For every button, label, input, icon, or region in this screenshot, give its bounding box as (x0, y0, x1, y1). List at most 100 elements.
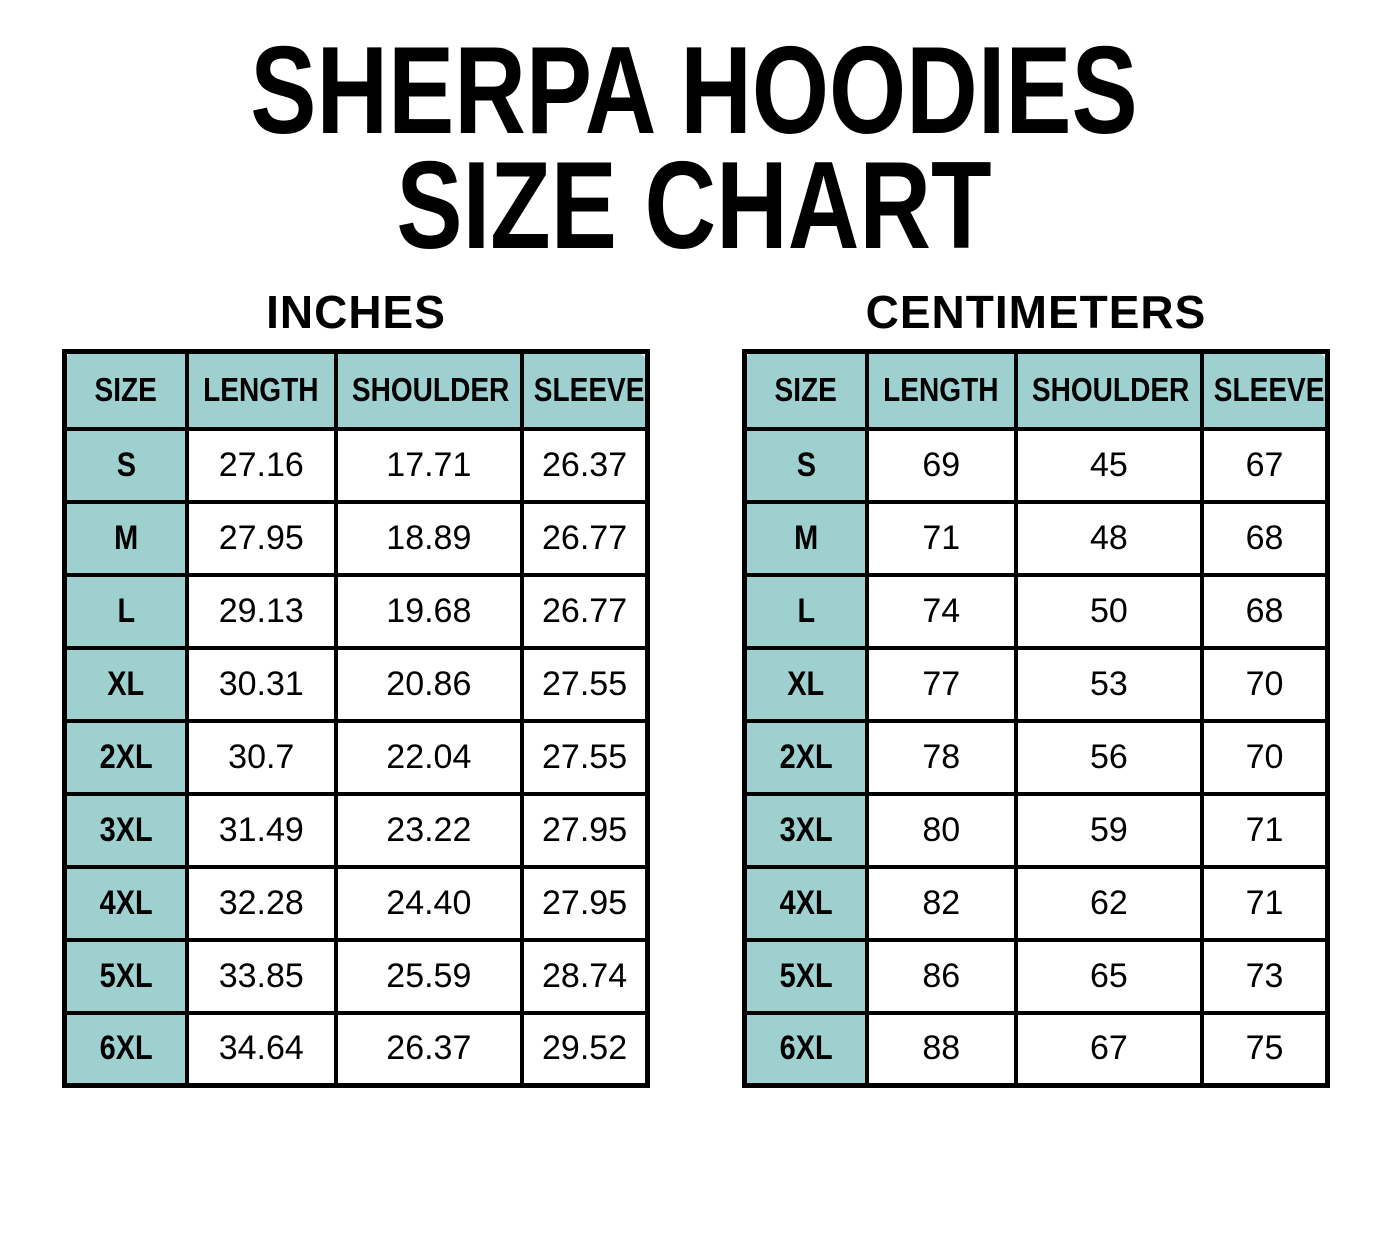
measurement-value: 88 (864, 1010, 1018, 1088)
column-header-shoulder: SHOULDER (333, 349, 525, 431)
measurement-value: 50 (1013, 572, 1205, 650)
column-header-length: LENGTH (864, 349, 1018, 431)
size-label: 2XL (62, 718, 189, 796)
size-label-text: XL (107, 664, 145, 703)
table-row: XL 77 53 70 (742, 645, 1330, 723)
column-header-label: SLEEVE (533, 371, 645, 409)
measurement-value: 27.55 (520, 645, 650, 723)
size-label-text: S (116, 445, 136, 484)
column-header-shoulder: SHOULDER (1013, 349, 1205, 431)
measurement-value: 23.22 (333, 791, 525, 869)
table-row: 5XL 33.85 25.59 28.74 (62, 937, 650, 1015)
size-chart-page: SHERPA HOODIES SIZE CHART INCHES SIZE LEN… (0, 22, 1388, 1234)
table-row: 4XL 32.28 24.40 27.95 (62, 864, 650, 942)
measurement-value: 62 (1013, 864, 1205, 942)
column-header-length: LENGTH (184, 349, 338, 431)
measurement-value: 82 (864, 864, 1018, 942)
measurement-value: 68 (1200, 572, 1330, 650)
size-label: 5XL (742, 937, 869, 1015)
size-label-text: 5XL (99, 956, 153, 995)
measurement-value: 48 (1013, 499, 1205, 577)
size-label: 3XL (742, 791, 869, 869)
measurement-value: 28.74 (520, 937, 650, 1015)
size-label-text: M (113, 518, 139, 557)
measurement-value: 29.52 (520, 1010, 650, 1088)
table-header: SIZE LENGTH SHOULDER SLEEVE (62, 349, 650, 431)
column-header-sleeve: SLEEVE (1200, 349, 1330, 431)
measurement-value: 33.85 (184, 937, 338, 1015)
size-label: 6XL (62, 1010, 189, 1088)
column-header-size: SIZE (742, 349, 869, 431)
size-label: 6XL (742, 1010, 869, 1088)
size-label-text: S (796, 445, 816, 484)
table-row: 6XL 88 67 75 (742, 1010, 1330, 1088)
measurement-value: 67 (1013, 1010, 1205, 1088)
size-label: M (742, 499, 869, 577)
size-label: XL (62, 645, 189, 723)
column-header-label: SLEEVE (1213, 371, 1325, 409)
measurement-value: 19.68 (333, 572, 525, 650)
measurement-value: 53 (1013, 645, 1205, 723)
table-row: 3XL 80 59 71 (742, 791, 1330, 869)
measurement-value: 75 (1200, 1010, 1330, 1088)
size-label-text: 6XL (99, 1029, 153, 1068)
measurement-value: 32.28 (184, 864, 338, 942)
inches-size-table: SIZE LENGTH SHOULDER SLEEVE S 27.16 17.71 26.37… (62, 349, 650, 1089)
measurement-value: 27.16 (184, 426, 338, 504)
measurement-value: 34.64 (184, 1010, 338, 1088)
centimeters-size-table: SIZE LENGTH SHOULDER SLEEVE S 69 45 67 M 71 48 68 L 7… (742, 349, 1330, 1089)
size-label-text: 2XL (99, 737, 153, 776)
column-header-sleeve: SLEEVE (520, 349, 650, 431)
measurement-value: 65 (1013, 937, 1205, 1015)
title-line-1: SHERPA HOODIES (250, 22, 1138, 160)
measurement-value: 70 (1200, 718, 1330, 796)
measurement-value: 67 (1200, 426, 1330, 504)
table-row: XL 30.31 20.86 27.55 (62, 645, 650, 723)
size-label-text: 3XL (99, 810, 153, 849)
measurement-value: 68 (1200, 499, 1330, 577)
title-line-2: SIZE CHART (396, 137, 992, 276)
measurement-value: 30.7 (184, 718, 338, 796)
table-row: M 71 48 68 (742, 499, 1330, 577)
measurement-value: 59 (1013, 791, 1205, 869)
size-label-text: 4XL (779, 883, 833, 922)
measurement-value: 27.95 (184, 499, 338, 577)
size-label-text: 2XL (779, 737, 833, 776)
size-label-text: M (793, 518, 819, 557)
size-label: XL (742, 645, 869, 723)
table-body: S 69 45 67 M 71 48 68 L 74 50 68 XL 77 53 70 2XL 78 56 70 3X… (742, 426, 1330, 1088)
tables-container: INCHES SIZE LENGTH SHOULDER SLEEVE S 27.16 17.… (0, 287, 1388, 1089)
measurement-value: 77 (864, 645, 1018, 723)
column-header-size: SIZE (62, 349, 189, 431)
measurement-value: 80 (864, 791, 1018, 869)
inches-table-label: INCHES (266, 285, 446, 338)
measurement-value: 71 (1200, 864, 1330, 942)
measurement-value: 27.55 (520, 718, 650, 796)
table-row: 6XL 34.64 26.37 29.52 (62, 1010, 650, 1088)
column-header-label: SIZE (774, 371, 838, 409)
size-label: 4XL (62, 864, 189, 942)
table-row: 4XL 82 62 71 (742, 864, 1330, 942)
measurement-value: 25.59 (333, 937, 525, 1015)
table-body: S 27.16 17.71 26.37 M 27.95 18.89 26.77 L 29.13 19… (62, 426, 650, 1088)
table-row: 2XL 30.7 22.04 27.55 (62, 718, 650, 796)
header-row: SIZE LENGTH SHOULDER SLEEVE (742, 349, 1330, 431)
column-header-label: LENGTH (883, 371, 999, 409)
table-row: L 74 50 68 (742, 572, 1330, 650)
table-header: SIZE LENGTH SHOULDER SLEEVE (742, 349, 1330, 431)
size-label-text: XL (787, 664, 825, 703)
size-label-text: L (797, 591, 815, 630)
measurement-value: 30.31 (184, 645, 338, 723)
size-label: 5XL (62, 937, 189, 1015)
measurement-value: 20.86 (333, 645, 525, 723)
measurement-value: 71 (1200, 791, 1330, 869)
size-label: S (742, 426, 869, 504)
column-header-label: SIZE (94, 371, 158, 409)
size-label-text: 5XL (779, 956, 833, 995)
size-label-text: 3XL (779, 810, 833, 849)
size-label: 2XL (742, 718, 869, 796)
measurement-value: 69 (864, 426, 1018, 504)
measurement-value: 86 (864, 937, 1018, 1015)
centimeters-table-label: CENTIMETERS (865, 285, 1207, 338)
page-title: SHERPA HOODIES SIZE CHART (139, 22, 1249, 276)
